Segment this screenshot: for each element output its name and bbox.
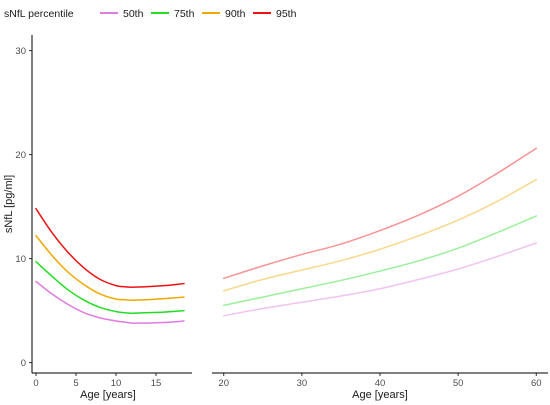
y-axis-title: sNfL [pg/ml] <box>3 175 15 233</box>
adults-x-tick-label: 20 <box>218 378 229 389</box>
children-series-line-50th <box>35 280 185 324</box>
panel-children: 0 5 10 15 0 10 20 30 Age [years] <box>15 35 192 401</box>
legend-label-90th: 90th <box>225 8 246 20</box>
children-series-line-75th <box>35 260 185 314</box>
children-y-tick-label: 0 <box>21 358 26 369</box>
legend-label-75th: 75th <box>174 8 195 20</box>
children-x-tick-label: 10 <box>111 378 122 389</box>
panel-children-ticks: 0 5 10 15 0 10 20 30 <box>15 46 161 389</box>
legend-label-95th: 95th <box>276 8 297 20</box>
children-x-tick-label: 15 <box>151 378 162 389</box>
panel-adults-x-axis-title: Age [years] <box>352 389 408 401</box>
children-y-tick-label: 30 <box>15 46 26 57</box>
adults-x-tick-label: 40 <box>375 378 386 389</box>
children-x-tick-label: 0 <box>33 378 38 389</box>
adults-series-line-50th <box>222 242 538 317</box>
adults-x-tick-label: 50 <box>453 378 464 389</box>
legend-item-95th: 95th <box>253 8 297 20</box>
legend-title: sNfL percentile <box>4 8 74 20</box>
adults-x-tick-label: 60 <box>531 378 542 389</box>
legend-item-50th: 50th <box>100 8 144 20</box>
adults-series-line-95th <box>222 147 538 280</box>
children-series-line-95th <box>35 207 185 288</box>
panel-adults-lines <box>222 147 538 317</box>
adults-series-line-75th <box>222 215 538 307</box>
children-x-tick-label: 5 <box>73 378 78 389</box>
adults-series-line-90th <box>222 178 538 292</box>
children-y-tick-label: 20 <box>15 150 26 161</box>
panel-adults-ticks: 20 30 40 50 60 <box>218 373 542 389</box>
children-y-tick-label: 10 <box>15 254 26 265</box>
legend-label-50th: 50th <box>123 8 144 20</box>
panel-adults: 20 30 40 50 60 Age [years] <box>212 147 548 401</box>
panel-children-lines <box>35 207 185 324</box>
panel-children-x-axis-title: Age [years] <box>80 389 136 401</box>
legend-item-75th: 75th <box>151 8 195 20</box>
legend: sNfL percentile 50th 75th 90th 95th <box>4 8 297 20</box>
children-series-line-90th <box>35 234 185 301</box>
adults-x-tick-label: 30 <box>297 378 308 389</box>
legend-item-90th: 90th <box>202 8 246 20</box>
